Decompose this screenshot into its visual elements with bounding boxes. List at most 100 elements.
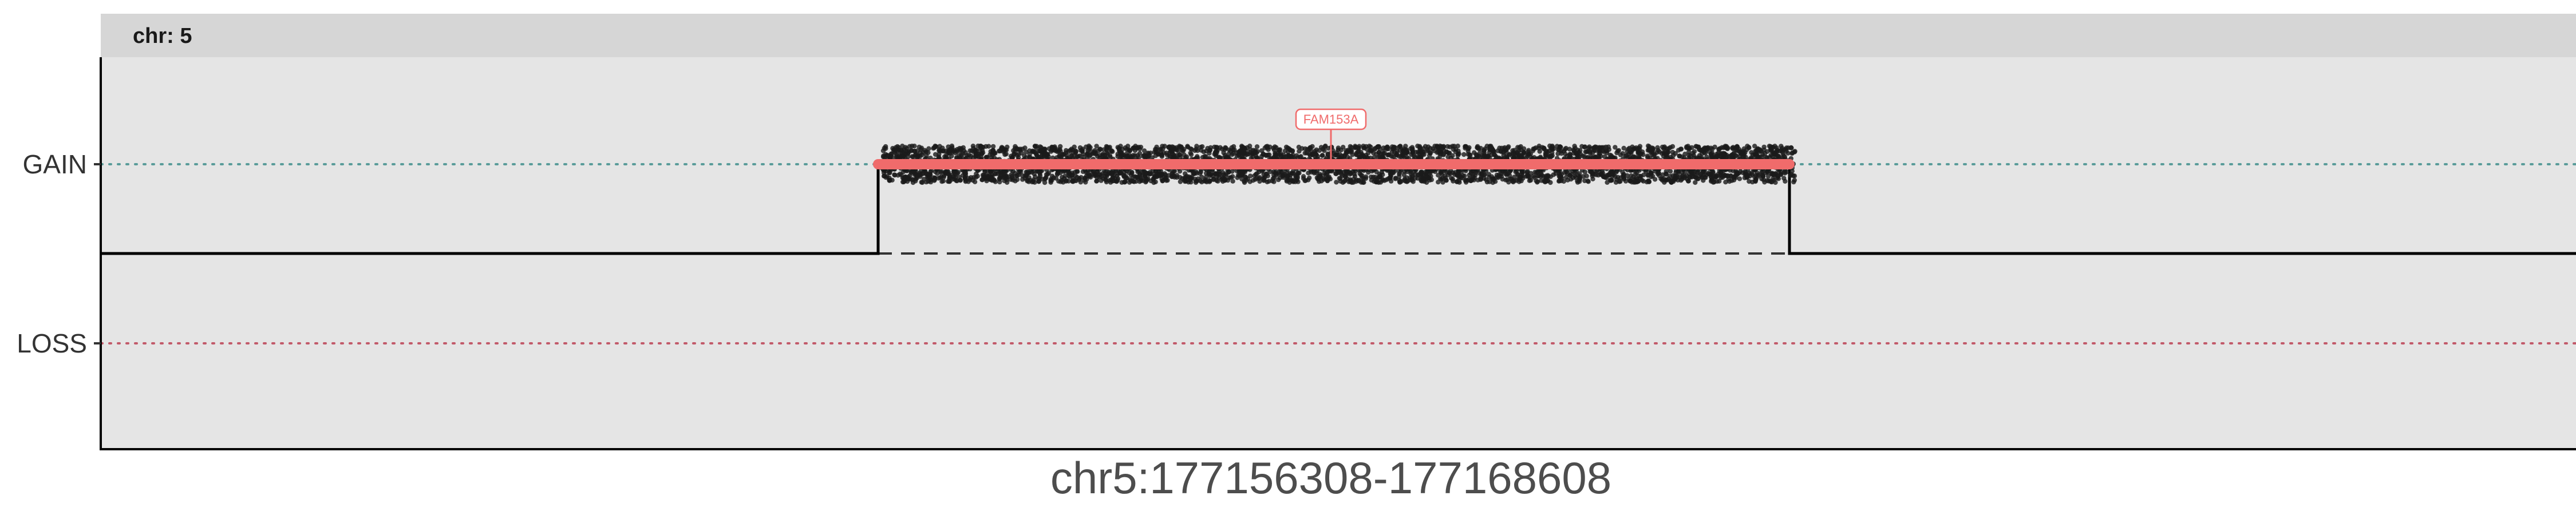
data-point (1632, 178, 1638, 184)
data-point (1478, 176, 1484, 181)
data-point (888, 154, 893, 159)
data-point (1429, 177, 1434, 183)
data-point (1188, 152, 1194, 157)
data-point (1572, 144, 1577, 149)
data-point (1641, 172, 1646, 177)
data-point (1565, 177, 1570, 183)
data-point (1614, 177, 1619, 182)
data-point (1177, 152, 1182, 158)
data-point (1261, 176, 1266, 181)
data-point (1730, 145, 1735, 150)
data-point (1767, 154, 1772, 160)
data-point (1348, 179, 1353, 184)
data-point (1487, 179, 1492, 184)
data-point (1086, 145, 1092, 150)
data-point (1759, 154, 1765, 160)
data-point (1780, 149, 1785, 154)
data-point (1230, 179, 1235, 184)
data-point (1484, 154, 1490, 160)
data-point (1490, 149, 1496, 154)
data-point (1421, 176, 1427, 181)
data-point (1290, 154, 1295, 160)
data-point (1630, 175, 1636, 180)
data-point (1773, 180, 1778, 185)
data-point (1240, 151, 1246, 156)
data-point (1781, 169, 1787, 175)
data-point (1243, 174, 1248, 180)
data-point (1384, 177, 1389, 183)
data-point (1487, 150, 1492, 155)
data-point (1230, 169, 1235, 174)
data-point (1360, 173, 1365, 178)
x-axis-label: chr5:177156308-177168608 (1050, 453, 1611, 503)
data-point (1291, 179, 1296, 184)
data-point (1324, 155, 1329, 160)
data-point (1561, 179, 1566, 184)
data-point (1305, 146, 1310, 152)
data-point (1268, 169, 1273, 175)
data-point (1784, 149, 1789, 154)
data-point (1664, 171, 1669, 176)
data-point (1599, 172, 1605, 177)
data-point (1401, 146, 1406, 152)
data-point (933, 144, 938, 149)
data-point (1703, 175, 1708, 180)
data-point (906, 176, 911, 181)
data-point (1344, 148, 1349, 153)
data-point (1645, 173, 1651, 178)
data-point (964, 153, 970, 158)
data-point (1538, 154, 1543, 160)
data-point (1042, 180, 1048, 185)
data-point (1686, 179, 1691, 184)
data-point (901, 153, 906, 159)
data-point (1314, 175, 1319, 180)
data-point (1769, 145, 1775, 151)
data-point (1694, 144, 1700, 149)
data-point (1182, 146, 1187, 152)
data-point (1297, 149, 1302, 154)
data-point (910, 154, 916, 160)
data-point (1259, 148, 1265, 153)
data-point (1517, 175, 1522, 180)
data-point (1468, 169, 1474, 175)
data-point (1625, 173, 1630, 178)
data-point (1210, 173, 1215, 179)
data-point (1789, 168, 1795, 174)
data-point (1373, 146, 1378, 151)
data-point (1677, 153, 1682, 159)
data-point (1252, 173, 1257, 179)
data-point (1314, 170, 1319, 176)
data-point (1428, 150, 1433, 156)
data-point (1759, 170, 1764, 175)
data-point (1325, 175, 1330, 180)
data-point (1108, 154, 1113, 160)
data-point (939, 179, 945, 184)
data-point (1602, 154, 1607, 160)
data-point (1124, 147, 1129, 152)
data-point (1477, 171, 1483, 176)
data-point (918, 174, 923, 179)
data-point (1383, 145, 1389, 150)
data-point (1741, 154, 1747, 159)
data-point (1294, 153, 1299, 159)
data-point (983, 144, 989, 149)
data-point (1105, 152, 1111, 157)
data-point (1011, 148, 1016, 153)
data-point (1124, 154, 1129, 159)
data-point (1657, 173, 1662, 179)
data-point (1537, 149, 1542, 154)
data-point (887, 170, 892, 176)
data-point (1682, 169, 1688, 175)
data-point (1050, 145, 1056, 150)
data-point (1152, 149, 1157, 154)
data-point (952, 170, 958, 176)
data-point (1019, 150, 1024, 156)
data-point (1361, 145, 1366, 150)
data-point (1649, 149, 1655, 154)
data-point (1257, 179, 1262, 184)
data-point (970, 155, 976, 160)
data-point (913, 179, 918, 184)
data-point (1321, 146, 1326, 152)
data-point (1207, 150, 1212, 156)
data-point (1312, 149, 1318, 154)
